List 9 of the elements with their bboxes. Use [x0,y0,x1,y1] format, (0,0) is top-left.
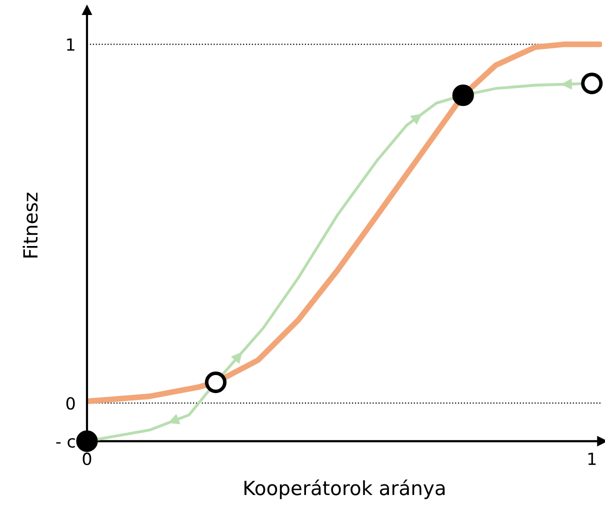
y-tick-label: 1 [67,38,74,51]
y-axis-title: Fitnesz [22,192,38,258]
point [452,84,474,106]
x-axis-title: Kooperátorok aránya [244,480,445,500]
y-tick-label: 0 [66,397,75,410]
point [581,72,603,94]
point [76,430,98,452]
point [204,372,227,394]
y-tick-label: - c [56,438,75,448]
